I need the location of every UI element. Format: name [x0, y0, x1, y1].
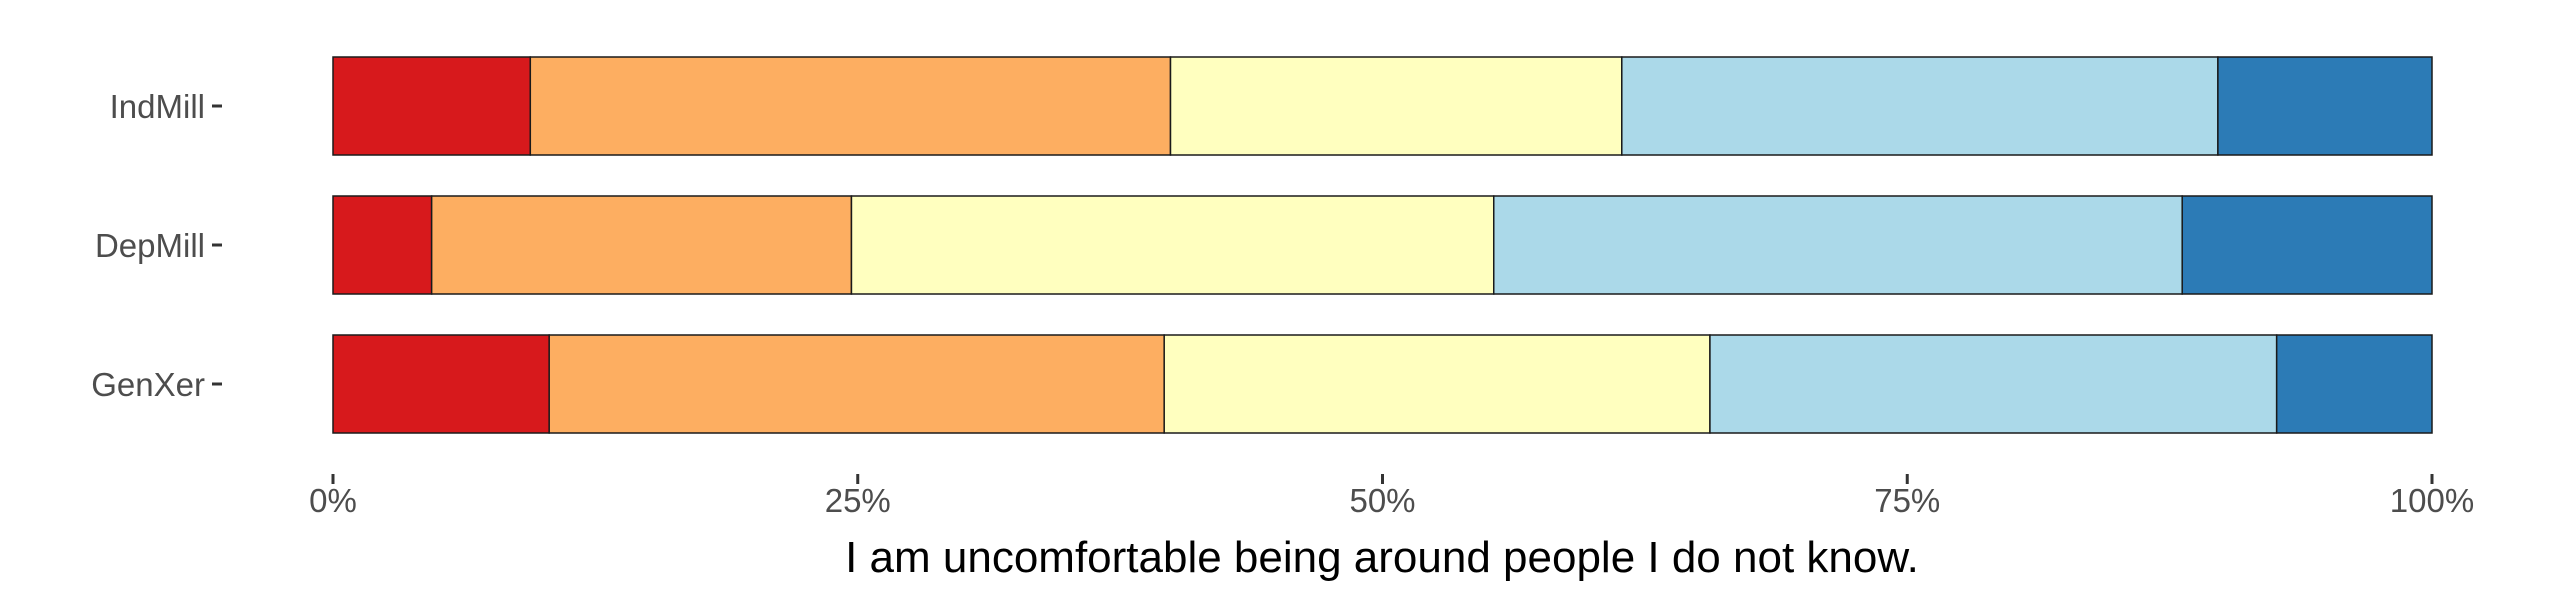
x-axis: 0% 25% 50% 75% 100% — [309, 474, 2474, 519]
bar-segment-genxer-1 — [332, 334, 550, 434]
bar-segment-depmill-5 — [2181, 195, 2433, 295]
bar-segment-indmill-5 — [2217, 56, 2433, 156]
x-tick-label: 75% — [1874, 482, 1940, 519]
y-tick-label-indmill: IndMill — [110, 88, 205, 125]
bar-segment-depmill-1 — [332, 195, 433, 295]
bar-segment-indmill-1 — [332, 56, 532, 156]
bar-segment-genxer-2 — [548, 334, 1165, 434]
x-tick-label: 50% — [1349, 482, 1415, 519]
x-axis-label: I am uncomfortable being around people I… — [845, 533, 1919, 582]
bars-layer — [332, 56, 2433, 434]
bar-segment-depmill-4 — [1492, 195, 2183, 295]
y-axis: IndMill DepMill GenXer — [91, 88, 222, 403]
bar-segment-indmill-2 — [529, 56, 1172, 156]
bar-segment-depmill-2 — [430, 195, 853, 295]
x-tick-label: 100% — [2390, 482, 2474, 519]
x-tick-label: 25% — [825, 482, 891, 519]
bar-segment-genxer-3 — [1163, 334, 1711, 434]
bar-segment-depmill-3 — [850, 195, 1495, 295]
y-tick-label-depmill: DepMill — [95, 227, 205, 264]
x-tick-label: 0% — [309, 482, 357, 519]
bar-segment-indmill-3 — [1169, 56, 1623, 156]
bar-segment-genxer-4 — [1709, 334, 2278, 434]
y-tick-label-genxer: GenXer — [91, 366, 205, 403]
bar-segment-indmill-4 — [1621, 56, 2219, 156]
bar-segment-genxer-5 — [2275, 334, 2433, 434]
